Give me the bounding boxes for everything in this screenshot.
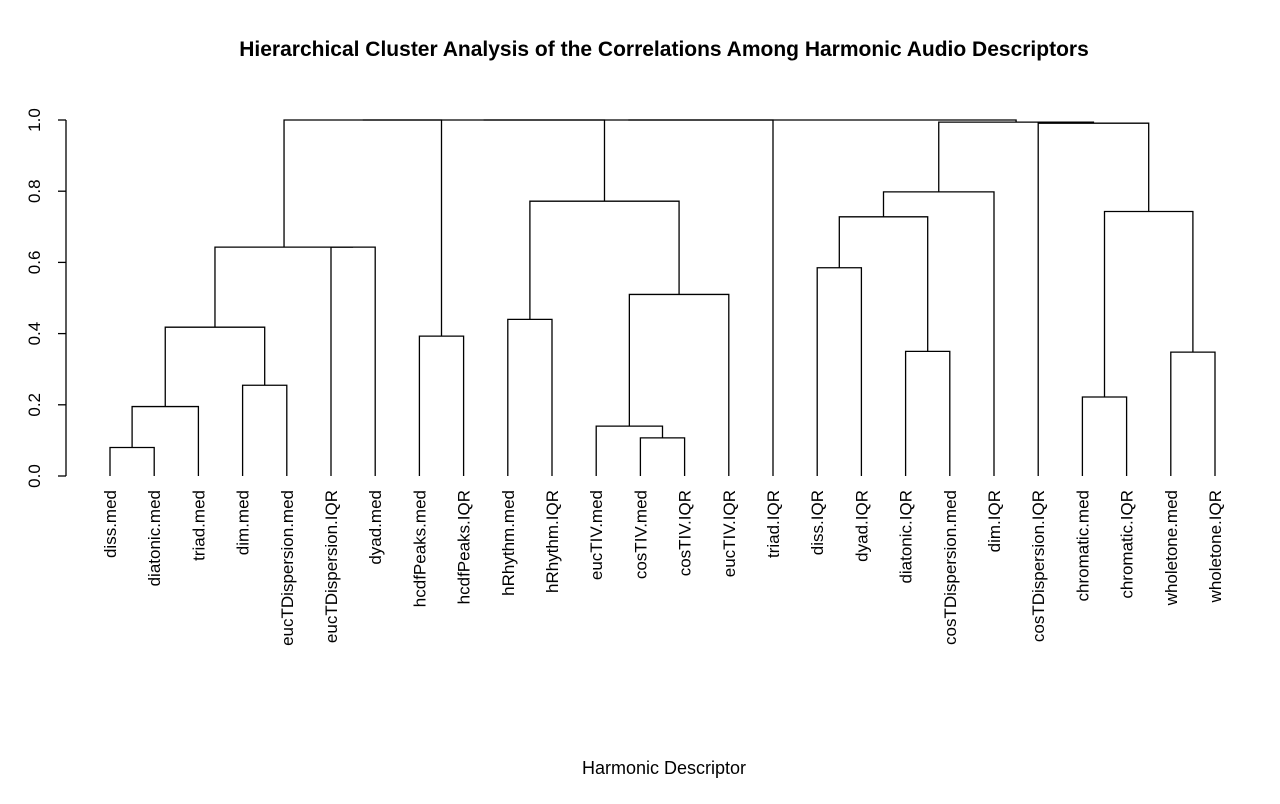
leaf-label: cosTIV.IQR bbox=[676, 490, 695, 576]
dendrogram-link bbox=[283, 119, 443, 337]
dendrogram-link bbox=[1037, 122, 1150, 476]
dendrogram-link bbox=[362, 119, 606, 202]
dendrogram-link bbox=[1170, 351, 1216, 476]
leaf-label: diss.med bbox=[101, 490, 120, 558]
leaf-label: dim.med bbox=[234, 490, 253, 555]
leaf-label: dyad.IQR bbox=[852, 490, 871, 562]
dendrogram-link bbox=[507, 318, 553, 476]
dendrogram-link bbox=[214, 246, 354, 328]
leaf-label: eucTIV.IQR bbox=[720, 490, 739, 577]
leaf-label: cosTDispersion.med bbox=[941, 490, 960, 645]
dendrogram-link bbox=[838, 216, 929, 352]
dendrogram-link bbox=[628, 119, 1017, 123]
leaf-label: dyad.med bbox=[366, 490, 385, 565]
dendrogram-link bbox=[529, 200, 680, 320]
dendrogram-link bbox=[418, 335, 465, 476]
dendrogram-links bbox=[109, 119, 1216, 476]
leaf-label: triad.IQR bbox=[764, 490, 783, 558]
y-axis: 0.0 0.2 0.4 0.6 0.8 1.0 bbox=[25, 108, 67, 488]
leaf-label: cosTDispersion.IQR bbox=[1029, 490, 1048, 642]
dendrogram-link bbox=[1103, 210, 1194, 397]
leaf-label: diatonic.IQR bbox=[897, 490, 916, 584]
dendrogram-link bbox=[241, 384, 288, 476]
leaf-label: hRhythm.med bbox=[499, 490, 518, 596]
dendrogram-link bbox=[483, 119, 774, 476]
leaf-label: diss.IQR bbox=[808, 490, 827, 555]
leaf-label: chromatic.IQR bbox=[1118, 490, 1137, 599]
leaf-labels: diss.med diatonic.med triad.med dim.med eucT… bbox=[101, 490, 1225, 646]
leaf-label: cosTIV.med bbox=[631, 490, 650, 579]
dendrogram-link bbox=[904, 350, 951, 476]
leaf-label: eucTDispersion.med bbox=[278, 490, 297, 646]
y-tick-label: 0.2 bbox=[25, 393, 44, 417]
y-tick-label: 0.0 bbox=[25, 464, 44, 488]
leaf-label: wholetone.IQR bbox=[1206, 490, 1225, 603]
dendrogram-link bbox=[109, 446, 155, 476]
y-tick-label: 1.0 bbox=[25, 108, 44, 132]
leaf-label: chromatic.med bbox=[1073, 490, 1092, 601]
leaf-label: hcdfPeaks.med bbox=[410, 490, 429, 607]
dendrogram-link bbox=[938, 121, 1095, 192]
y-tick-label: 0.8 bbox=[25, 179, 44, 203]
leaf-label: dim.IQR bbox=[985, 490, 1004, 552]
dendrogram-link bbox=[628, 293, 730, 476]
chart-title: Hierarchical Cluster Analysis of the Cor… bbox=[239, 38, 1089, 61]
leaf-label: wholetone.med bbox=[1162, 490, 1181, 606]
leaf-label: eucTDispersion.IQR bbox=[322, 490, 341, 643]
dendrogram-link bbox=[639, 437, 686, 476]
dendrogram-link bbox=[131, 405, 200, 476]
y-tick-label: 0.6 bbox=[25, 251, 44, 275]
x-axis-title: Harmonic Descriptor bbox=[582, 758, 746, 778]
dendrogram-link bbox=[816, 267, 863, 476]
dendrogram-link bbox=[1081, 396, 1128, 476]
dendrogram-link bbox=[164, 326, 266, 407]
dendrogram-link bbox=[595, 425, 664, 476]
y-tick-label: 0.4 bbox=[25, 322, 44, 346]
leaf-label: eucTIV.med bbox=[587, 490, 606, 580]
dendrogram-link bbox=[330, 246, 376, 476]
leaf-label: hRhythm.IQR bbox=[543, 490, 562, 593]
leaf-label: diatonic.med bbox=[145, 490, 164, 586]
leaf-label: triad.med bbox=[189, 490, 208, 561]
dendrogram-link bbox=[882, 191, 995, 476]
leaf-label: hcdfPeaks.IQR bbox=[455, 490, 474, 604]
